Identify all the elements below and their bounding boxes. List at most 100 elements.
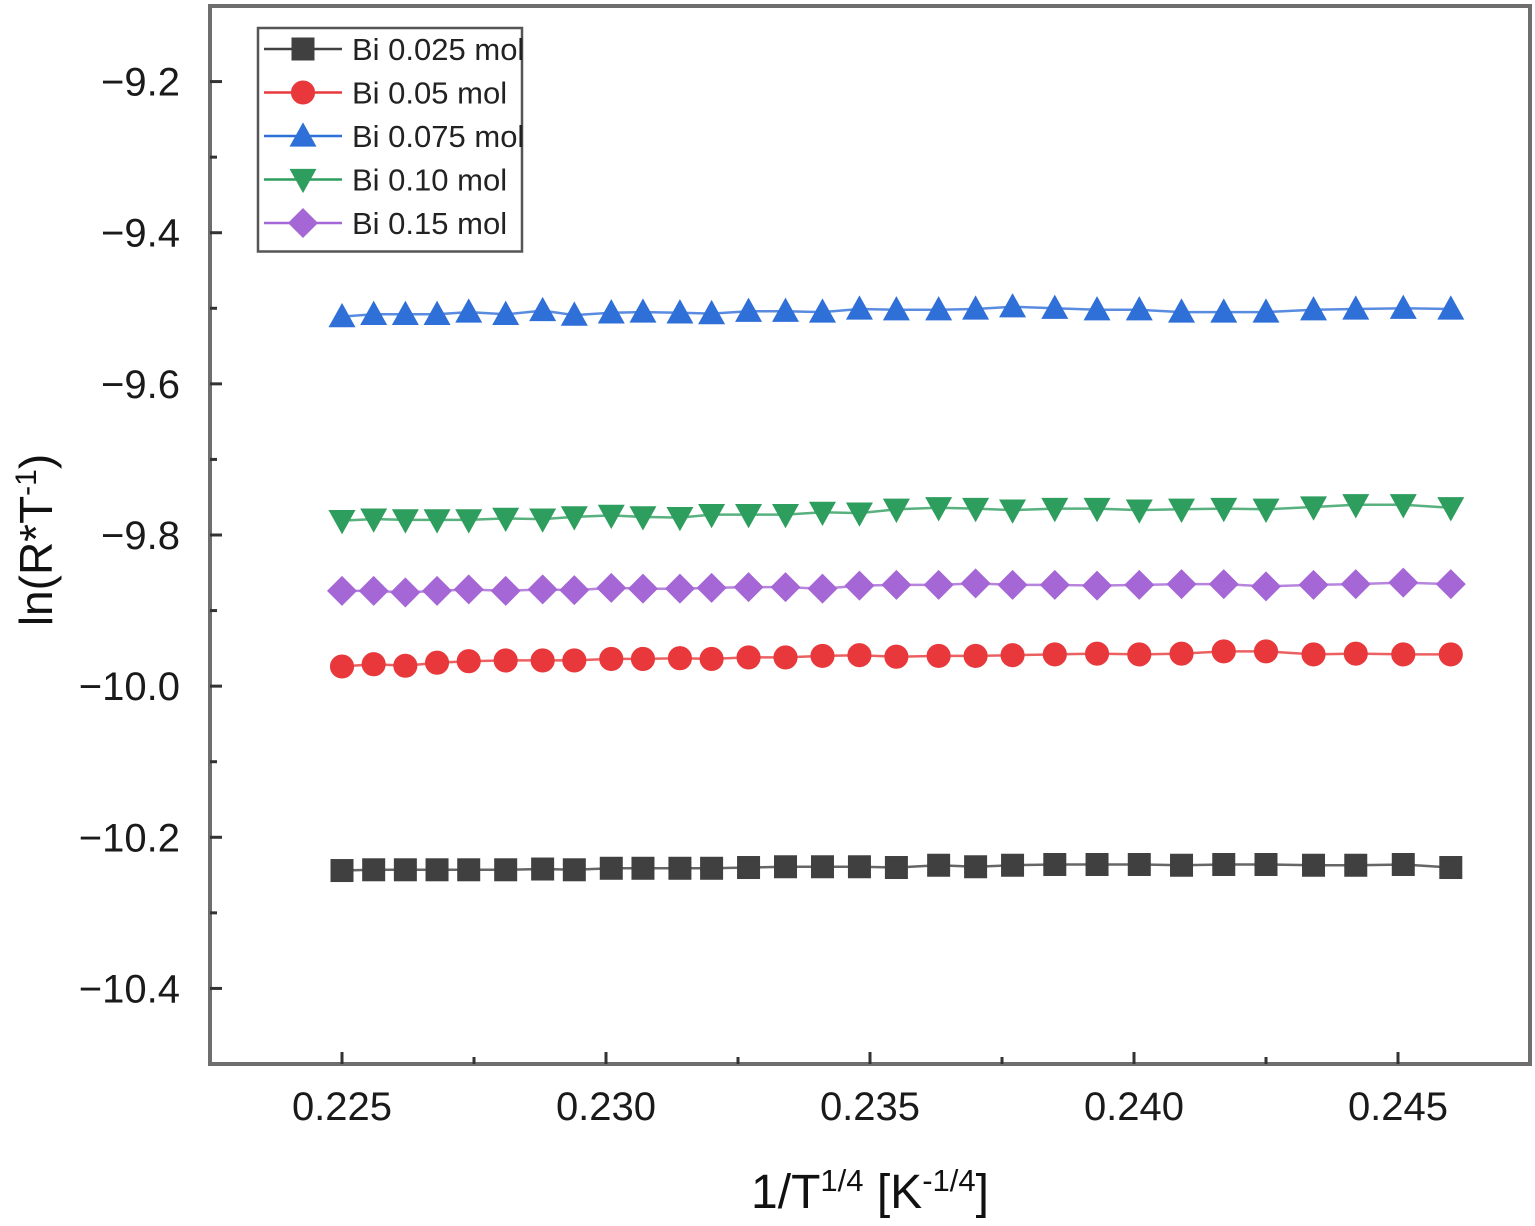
data-point: [1210, 497, 1238, 523]
data-point: [1342, 295, 1370, 320]
y-tick-label: −10.0: [79, 665, 180, 709]
legend-item: Bi 0.10 mol: [264, 163, 507, 198]
data-point: [457, 858, 481, 882]
data-point: [1043, 852, 1067, 876]
data-point: [1166, 569, 1197, 600]
data-point: [1041, 294, 1069, 319]
data-point: [1125, 499, 1153, 524]
y-tick-label: −9.2: [101, 61, 180, 105]
x-axis-unit-close: ]: [976, 1166, 989, 1219]
data-point: [529, 296, 557, 322]
data-point: [844, 570, 875, 601]
x-axis-title-main: 1/T: [751, 1166, 820, 1219]
data-point: [847, 855, 871, 879]
data-point: [423, 300, 451, 325]
legend-item: Bi 0.075 mol: [264, 119, 524, 154]
data-point: [1169, 641, 1194, 666]
data-point: [1127, 852, 1151, 876]
data-point: [808, 501, 836, 527]
legend-label: Bi 0.05 mol: [352, 76, 507, 111]
data-point: [1252, 498, 1280, 523]
data-point: [999, 499, 1027, 524]
y-tick-label: −9.6: [101, 363, 180, 407]
data-point: [1083, 296, 1111, 321]
data-point: [1253, 639, 1279, 664]
data-point: [423, 509, 451, 534]
data-point: [1344, 853, 1368, 877]
data-point: [1254, 852, 1278, 876]
data-point: [1212, 852, 1236, 876]
y-axis-title-main: ln(R*T: [10, 496, 62, 626]
data-point: [1082, 570, 1113, 601]
x-tick-label: 0.240: [1084, 1085, 1184, 1129]
data-point: [664, 573, 695, 604]
data-point: [490, 575, 521, 606]
data-point: [361, 652, 386, 677]
series-bi-0-025-mol: [330, 852, 1463, 883]
data-point: [773, 645, 798, 670]
data-point: [772, 297, 800, 322]
data-point: [560, 506, 588, 531]
data-point: [390, 577, 421, 608]
data-point: [808, 298, 836, 323]
series-bi-0-075-mol: [328, 293, 1465, 328]
data-point: [735, 297, 763, 322]
data-point: [599, 646, 624, 671]
x-axis-title: 1/T1/4 [K-1/4]: [751, 1163, 989, 1220]
x-tick-label: 0.230: [556, 1085, 656, 1129]
data-point: [1125, 296, 1153, 321]
data-point: [997, 569, 1028, 600]
data-point: [328, 302, 356, 328]
data-point: [630, 646, 656, 671]
data-point: [393, 858, 417, 882]
data-point: [1084, 641, 1110, 666]
data-point: [1210, 298, 1238, 323]
data-point: [1389, 494, 1417, 519]
data-point: [631, 856, 655, 880]
legend-label: Bi 0.075 mol: [352, 119, 524, 154]
data-point: [455, 298, 483, 323]
data-point: [736, 645, 761, 670]
data-point: [1083, 497, 1111, 523]
data-point: [562, 858, 586, 882]
data-point: [599, 856, 623, 880]
data-point: [845, 295, 873, 320]
legend: Bi 0.025 mol Bi 0.05 mol Bi 0.075 mol Bi 0.…: [256, 26, 524, 253]
data-point: [1300, 496, 1328, 521]
data-point: [696, 572, 727, 603]
data-point: [962, 295, 990, 320]
data-point: [807, 573, 838, 604]
legend-label: Bi 0.10 mol: [352, 163, 507, 198]
data-point: [559, 575, 590, 606]
data-point: [1340, 569, 1371, 600]
data-point: [925, 296, 953, 321]
data-point: [1170, 853, 1194, 877]
data-point: [1001, 853, 1025, 877]
legend-marker: [289, 122, 317, 147]
data-point: [1439, 856, 1463, 880]
data-point: [770, 572, 801, 603]
y-axis-title: ln(R*T-1): [10, 454, 63, 626]
data-point: [1435, 569, 1466, 600]
data-point: [494, 858, 518, 882]
legend-label: Bi 0.15 mol: [352, 206, 507, 241]
legend-marker: [290, 80, 316, 105]
data-point: [1124, 569, 1155, 600]
data-point: [362, 858, 386, 882]
data-point: [1437, 497, 1465, 522]
data-point: [882, 296, 910, 321]
y-axis-title-end: ): [10, 454, 62, 469]
x-axis-unit-sup: -1/4: [922, 1163, 975, 1198]
data-point: [772, 503, 800, 529]
data-point: [737, 856, 761, 880]
data-point: [667, 646, 692, 671]
data-point: [1000, 643, 1025, 668]
data-point: [882, 498, 910, 523]
data-point: [1343, 641, 1368, 666]
data-point: [668, 856, 692, 880]
data-point: [927, 853, 951, 877]
data-point: [360, 300, 388, 325]
data-point: [531, 857, 555, 881]
legend-item: Bi 0.025 mol: [264, 32, 524, 67]
